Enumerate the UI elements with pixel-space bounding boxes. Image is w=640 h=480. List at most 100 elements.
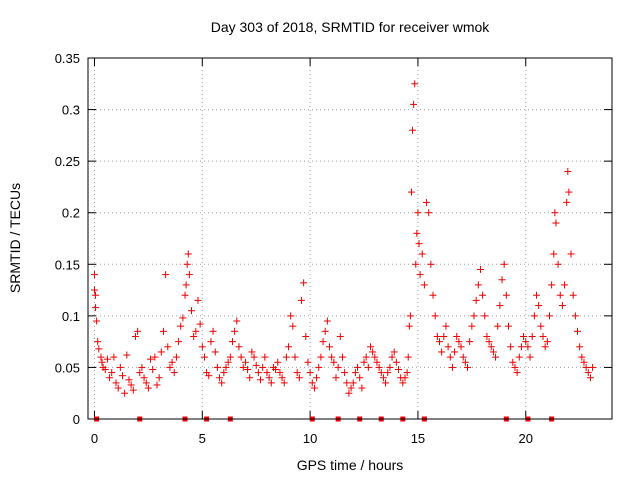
data-point [233, 317, 241, 325]
data-point [334, 363, 342, 371]
data-point [528, 332, 536, 340]
data-point [222, 363, 230, 371]
data-point [444, 343, 452, 351]
data-point [580, 358, 588, 366]
data-point [440, 332, 448, 340]
data-point [535, 302, 543, 310]
data-point [291, 353, 299, 361]
data-point [481, 312, 489, 320]
data-point [483, 332, 491, 340]
data-point [157, 348, 165, 356]
data-point [116, 363, 124, 371]
data-point [190, 332, 198, 340]
data-point [267, 379, 275, 387]
data-point [239, 363, 247, 371]
data-point [425, 209, 433, 217]
y-tick-label: 0.1 [62, 309, 80, 324]
data-point [300, 279, 308, 287]
data-point [282, 353, 290, 361]
data-point [263, 369, 271, 377]
data-point [289, 322, 297, 330]
data-point [114, 384, 122, 392]
data-point [295, 374, 303, 382]
data-point [526, 353, 534, 361]
data-point [543, 338, 551, 346]
data-point [184, 250, 192, 258]
data-point [172, 353, 180, 361]
data-point [211, 348, 219, 356]
data-point [431, 312, 439, 320]
x-axis-label: GPS time / hours [297, 457, 404, 473]
data-point [369, 348, 377, 356]
data-point [177, 322, 185, 330]
data-point [420, 281, 428, 289]
data-point [563, 198, 571, 206]
data-point [537, 322, 545, 330]
data-point [366, 343, 374, 351]
data-point [468, 322, 476, 330]
data-point [328, 353, 336, 361]
data-point [489, 348, 497, 356]
data-point [517, 343, 525, 351]
data-point [511, 363, 519, 371]
data-point [228, 338, 236, 346]
data-point [274, 358, 282, 366]
data-point [182, 281, 190, 289]
data-point [226, 353, 234, 361]
data-point [554, 260, 562, 268]
data-point [259, 363, 267, 371]
data-point [345, 389, 353, 397]
data-point [457, 343, 465, 351]
data-point [244, 365, 252, 373]
data-point [149, 365, 157, 373]
data-point [358, 384, 366, 392]
data-point [129, 386, 137, 394]
x-tick-label: 10 [303, 431, 317, 446]
data-point [297, 296, 305, 304]
data-point [315, 363, 323, 371]
data-point [310, 384, 318, 392]
plot-frame [87, 57, 613, 420]
data-point [356, 374, 364, 382]
data-point [170, 369, 178, 377]
y-tick-label: 0.3 [62, 103, 80, 118]
data-point [492, 353, 500, 361]
data-point [110, 353, 118, 361]
y-tick-label: 0.2 [62, 206, 80, 221]
data-point [513, 369, 521, 377]
data-point [584, 369, 592, 377]
data-point [142, 379, 150, 387]
data-point [261, 353, 269, 361]
data-point [423, 198, 431, 206]
data-point [140, 374, 148, 382]
data-point [112, 379, 120, 387]
y-tick-label: 0.25 [55, 154, 80, 169]
data-point [98, 358, 106, 366]
data-point [123, 351, 131, 359]
data-point [377, 369, 385, 377]
data-point [515, 353, 523, 361]
data-point [196, 320, 204, 328]
data-point [409, 126, 417, 134]
x-tick-label: 15 [411, 431, 425, 446]
data-point [144, 384, 152, 392]
data-point [125, 376, 133, 384]
data-point [386, 363, 394, 371]
data-point [179, 314, 187, 322]
tick-labels: 0 0.05 0.1 0.15 0.2 0.25 0.3 0.35 0 5 10 15 20 [55, 51, 533, 446]
data-point [92, 304, 100, 312]
data-point [476, 265, 484, 273]
data-point [569, 291, 577, 299]
data-point [571, 312, 579, 320]
data-point [413, 229, 421, 237]
data-point [293, 369, 301, 377]
grid-lines [88, 58, 612, 419]
data-point [321, 327, 329, 335]
y-tick-label: 0.35 [55, 51, 80, 66]
data-point [446, 353, 454, 361]
data-point [406, 312, 414, 320]
data-point [561, 281, 569, 289]
data-point [198, 343, 206, 351]
data-point [438, 348, 446, 356]
data-point [416, 271, 424, 279]
